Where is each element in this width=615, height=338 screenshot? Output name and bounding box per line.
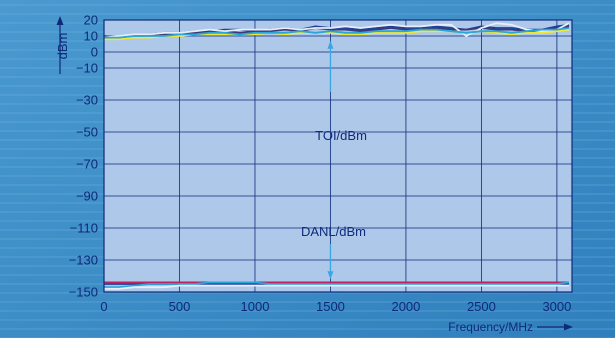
annotation-label: TOI/dBm	[315, 128, 367, 143]
y-tick-label: −130	[69, 253, 98, 268]
x-tick-label: 500	[169, 299, 191, 314]
y-tick-label: −70	[76, 157, 98, 172]
series-line-4	[104, 28, 570, 41]
x-tick-label: 2500	[467, 299, 496, 314]
toi-arrowhead	[327, 40, 334, 49]
series-line-8	[104, 281, 570, 289]
y-tick-label: 0	[91, 45, 98, 60]
background-stripe	[0, 310, 615, 312]
background-stripe	[0, 13, 615, 15]
plot-frame	[103, 19, 573, 293]
background-stripe	[0, 4, 615, 6]
x-tick-labels: 0 500 1000 1500 2000 2500 3000	[100, 299, 571, 314]
annotation-arrows	[327, 40, 334, 280]
background-stripe	[0, 292, 615, 294]
x-tick-label: 1000	[241, 299, 270, 314]
y-axis-arrowhead	[56, 16, 64, 25]
background-stripe	[0, 301, 615, 303]
y-axis-label: dBm	[55, 33, 70, 60]
series-line-9	[104, 284, 569, 290]
annotations: TOI/dBm DANL/dBm	[301, 128, 367, 239]
series-line-5	[104, 27, 570, 39]
background-stripe	[0, 328, 615, 330]
x-tick-label: 2000	[391, 299, 420, 314]
background-stripe	[0, 319, 615, 321]
y-tick-label: −10	[76, 61, 98, 76]
y-tick-label: −110	[70, 221, 98, 236]
y-tick-label: 10	[84, 29, 98, 44]
y-tick-label: −30	[76, 93, 98, 108]
x-tick-label: 1500	[316, 299, 345, 314]
annotation-label: DANL/dBm	[301, 224, 366, 239]
y-tick-label: −90	[76, 189, 98, 204]
danl-arrowhead	[327, 271, 334, 280]
x-tick-label: 3000	[542, 299, 571, 314]
series-layer	[103, 22, 570, 290]
plot-area	[104, 20, 572, 292]
series-line-3	[103, 22, 570, 39]
x-axis-label: Frequency/MHz	[448, 320, 533, 334]
x-axis-arrowhead	[564, 323, 573, 331]
x-tick-label: 0	[100, 299, 107, 314]
y-tick-label: 20	[84, 13, 98, 28]
y-tick-label: −50	[76, 125, 98, 140]
y-tick-label: −150	[69, 285, 98, 300]
